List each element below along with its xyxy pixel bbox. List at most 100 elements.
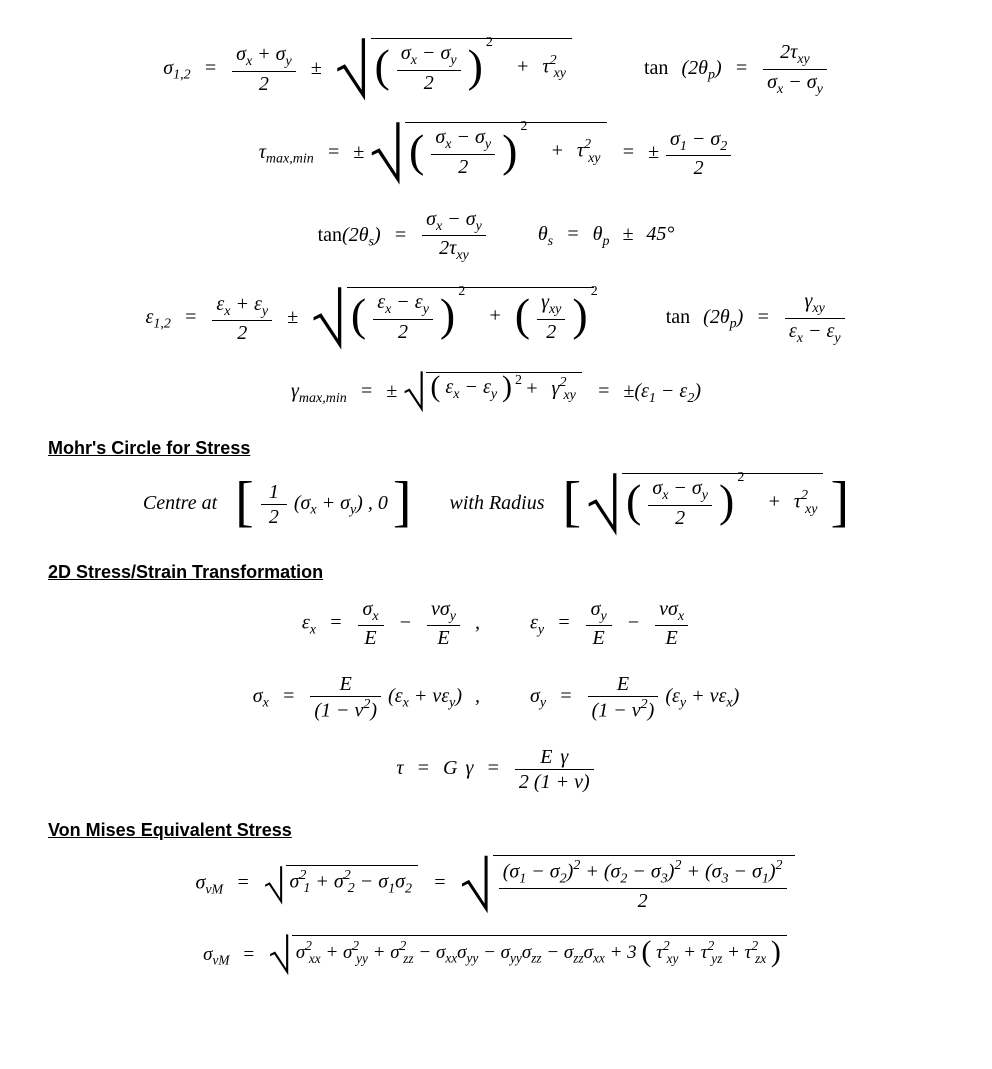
t: ν (574, 771, 583, 793)
t: γ (560, 746, 568, 768)
t: x (310, 622, 316, 637)
r: ⎷ (404, 372, 426, 413)
t: y (450, 53, 456, 68)
t: tan (666, 306, 690, 328)
t: 2 (666, 155, 731, 180)
t: ε (789, 320, 797, 342)
t: 2 (573, 858, 580, 873)
t: y (834, 331, 840, 346)
t: σ (475, 126, 485, 148)
t: ε (483, 376, 491, 398)
t: σ (340, 492, 350, 514)
t: 1 (680, 139, 687, 154)
t: + (686, 860, 700, 882)
t: σ (435, 126, 445, 148)
word-with-radius: with Radius (450, 492, 545, 514)
t: ε (377, 291, 385, 313)
t: − (692, 128, 706, 150)
t: ± (287, 306, 298, 328)
t: 2 (737, 470, 744, 487)
t: − (673, 477, 687, 499)
t: − (546, 942, 559, 963)
t: x (224, 303, 230, 318)
t: ν (659, 598, 668, 620)
t: 2 (405, 881, 412, 896)
t: ν (431, 598, 440, 620)
t: yy (510, 951, 522, 966)
t: = (394, 224, 408, 246)
t: xx (593, 951, 605, 966)
t: x (678, 609, 684, 624)
t: E (427, 625, 460, 650)
t: σ (436, 942, 445, 963)
t: σ (752, 860, 762, 882)
t: y (491, 387, 497, 402)
t: zz (531, 951, 541, 966)
t: σ (550, 860, 560, 882)
t: max,min (266, 152, 314, 167)
t: x (411, 53, 417, 68)
t: ± (353, 141, 364, 163)
t: 2 (519, 771, 529, 793)
t: = (559, 685, 573, 707)
t: E (588, 672, 659, 696)
t: = (486, 757, 500, 779)
eq-principal-stress-row: σ1,2 = σx + σy 2 ± ⎷ ( σx − σy 2 ) (48, 38, 944, 100)
t: − (456, 126, 470, 148)
heading-mohr: Mohr's Circle for Stress (48, 438, 944, 459)
t: σ (390, 942, 399, 963)
t: + (550, 140, 564, 162)
t: 2 (537, 319, 565, 344)
t: 1 (649, 390, 656, 405)
eq-vonmises-full: σvM = ⎷ σ2xx + σ2yy + σ2zz − σxxσyy − σy… (48, 935, 944, 976)
eq-thetas-row: tan(2θs) = σx − σy 2τxy θs = θp ± 45° (48, 207, 944, 265)
t: xy (456, 248, 468, 263)
t: 2 (687, 390, 694, 405)
heading-transform: 2D Stress/Strain Transformation (48, 562, 944, 583)
t: 2 (780, 41, 790, 63)
t: − (483, 942, 496, 963)
t: σ (670, 128, 680, 150)
t: σ (651, 860, 661, 882)
t: = (242, 944, 255, 965)
t: 2 (373, 319, 433, 344)
t: E (586, 625, 612, 650)
t: − (336, 700, 350, 722)
eq-sigma12: σ1,2 = σx + σy 2 ± ⎷ ( σx − σy 2 ) (163, 38, 574, 100)
t: xy (667, 951, 679, 966)
t: tan (318, 224, 342, 246)
t: G (443, 757, 457, 779)
t: 2 (520, 119, 527, 136)
t: x (403, 696, 409, 711)
t: + (585, 860, 599, 882)
t: = (327, 141, 341, 163)
sub-12: 1,2 (173, 68, 191, 83)
t: 3 (627, 942, 637, 963)
t: + (516, 55, 530, 77)
t: 1,2 (153, 317, 171, 332)
r: ⎷ (313, 287, 347, 349)
t: xx (445, 951, 457, 966)
t: ν (632, 700, 641, 722)
frac-sx+sy-over-2: σx + σy 2 (232, 42, 296, 96)
t: 1 (541, 771, 551, 793)
t: σ (195, 871, 205, 893)
exp-2: 2 (486, 35, 493, 52)
t: σ (807, 71, 817, 93)
t: 1 (321, 700, 331, 722)
t: + (322, 492, 336, 514)
t: σ (466, 208, 476, 230)
t: − (661, 380, 675, 402)
t: σ (668, 598, 678, 620)
t: σ (457, 942, 466, 963)
t: σ (522, 942, 531, 963)
heading-vonmises: Von Mises Equivalent Stress (48, 820, 944, 841)
t: ° (666, 223, 674, 245)
t: y (262, 303, 268, 318)
t: y (538, 622, 544, 637)
eq-vonmises-principal: σvM = ⎷ σ21 + σ22 − σ1σ2 = ⎷ (σ1 − σ2)2 … (48, 855, 944, 913)
t: ε (530, 611, 538, 633)
t: σ (611, 860, 621, 882)
t: y (449, 696, 455, 711)
t: γ (541, 291, 549, 313)
